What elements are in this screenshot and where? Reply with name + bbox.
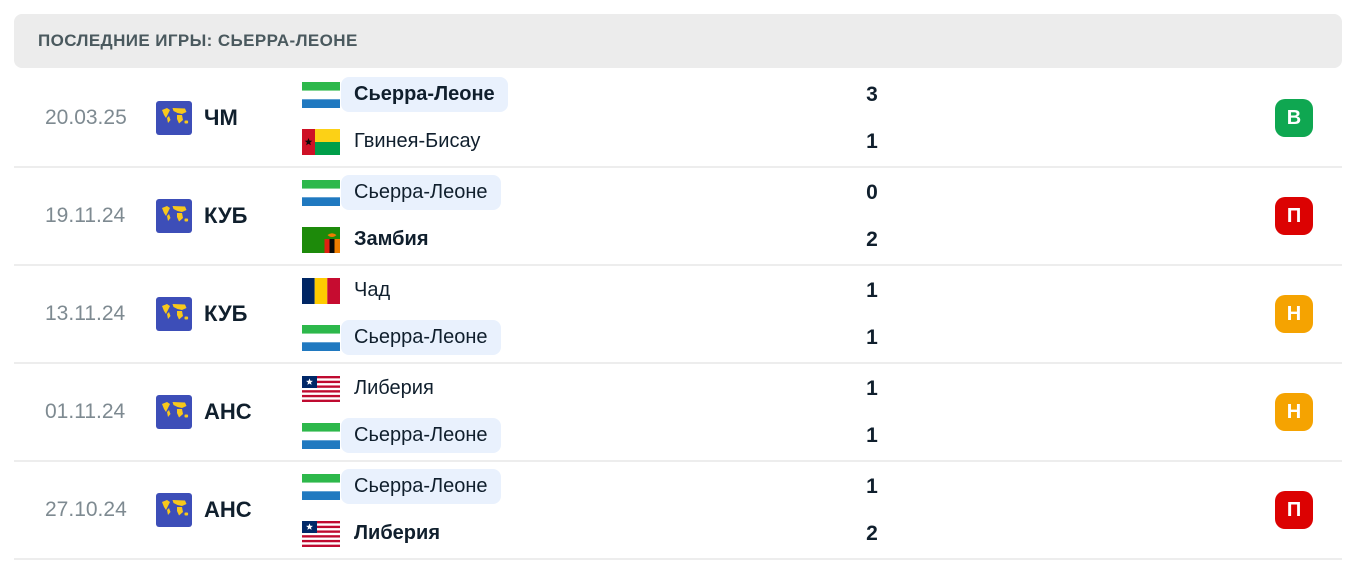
teams-cell: Сьерра-Леоне 3 Гвинея-Бисау 1	[302, 77, 892, 159]
team-name: Замбия	[354, 228, 429, 250]
match-row[interactable]: 01.11.24 АНС Либерия 1 Сьерра-Леоне 1 Н	[14, 364, 1342, 462]
team-name: Гвинея-Бисау	[354, 130, 481, 152]
chad-flag-icon	[302, 277, 340, 304]
world-map-icon	[156, 297, 192, 331]
teams-cell: Сьерра-Леоне 1 Либерия 2	[302, 469, 892, 551]
away-score: 1	[866, 423, 878, 447]
competition-cell: АНС	[156, 493, 302, 527]
competition-label: АНС	[204, 399, 252, 424]
home-score: 1	[866, 278, 878, 302]
home-score: 1	[866, 474, 878, 498]
team-name: Либерия	[354, 522, 440, 544]
away-team-line: Гвинея-Бисау 1	[302, 125, 892, 159]
sierra-leone-flag-icon	[302, 324, 340, 351]
team-name: Сьерра-Леоне	[341, 469, 501, 504]
result-badge: П	[1275, 197, 1313, 235]
competition-cell: ЧМ	[156, 101, 302, 135]
team-name: Чад	[354, 279, 391, 301]
zambia-flag-icon	[302, 226, 340, 253]
result-badge-cell: В	[1275, 99, 1313, 137]
home-team-line: Либерия 1	[302, 372, 892, 406]
last-games-widget: ПОСЛЕДНИЕ ИГРЫ: СЬЕРРА-ЛЕОНЕ 20.03.25 ЧМ…	[14, 14, 1342, 560]
match-row[interactable]: 20.03.25 ЧМ Сьерра-Леоне 3 Гвинея-Бисау …	[14, 70, 1342, 168]
team-name: Сьерра-Леоне	[341, 77, 508, 112]
home-score: 1	[866, 376, 878, 400]
competition-cell: КУБ	[156, 199, 302, 233]
result-badge-cell: Н	[1275, 295, 1313, 333]
competition-cell: АНС	[156, 395, 302, 429]
result-badge-cell: Н	[1275, 393, 1313, 431]
result-badge: Н	[1275, 393, 1313, 431]
world-map-icon	[156, 199, 192, 233]
guinea-bissau-flag-icon	[302, 128, 340, 155]
result-badge: П	[1275, 491, 1313, 529]
competition-cell: КУБ	[156, 297, 302, 331]
away-score: 2	[866, 521, 878, 545]
away-score: 1	[866, 325, 878, 349]
home-score: 0	[866, 180, 878, 204]
home-team-line: Чад 1	[302, 274, 892, 308]
teams-cell: Либерия 1 Сьерра-Леоне 1	[302, 372, 892, 453]
home-team-line: Сьерра-Леоне 0	[302, 175, 892, 210]
match-row[interactable]: 19.11.24 КУБ Сьерра-Леоне 0 Замбия 2 П	[14, 168, 1342, 266]
world-map-icon	[156, 395, 192, 429]
match-list: 20.03.25 ЧМ Сьерра-Леоне 3 Гвинея-Бисау …	[14, 70, 1342, 560]
result-badge-cell: П	[1275, 197, 1313, 235]
liberia-flag-icon	[302, 520, 340, 547]
team-name: Сьерра-Леоне	[341, 418, 501, 453]
away-team-line: Либерия 2	[302, 517, 892, 551]
result-badge: Н	[1275, 295, 1313, 333]
competition-label: ЧМ	[204, 105, 238, 130]
match-date: 19.11.24	[45, 204, 126, 227]
away-team-line: Замбия 2	[302, 223, 892, 257]
teams-cell: Сьерра-Леоне 0 Замбия 2	[302, 175, 892, 257]
match-date: 20.03.25	[45, 106, 127, 129]
home-score: 3	[866, 82, 878, 106]
match-date: 27.10.24	[45, 498, 127, 521]
sierra-leone-flag-icon	[302, 473, 340, 500]
away-team-line: Сьерра-Леоне 1	[302, 320, 892, 355]
competition-label: АНС	[204, 497, 252, 522]
competition-label: КУБ	[204, 203, 248, 228]
home-team-line: Сьерра-Леоне 1	[302, 469, 892, 504]
team-name: Сьерра-Леоне	[341, 320, 501, 355]
result-badge-cell: П	[1275, 491, 1313, 529]
sierra-leone-flag-icon	[302, 179, 340, 206]
home-team-line: Сьерра-Леоне 3	[302, 77, 892, 112]
match-date: 01.11.24	[45, 400, 126, 423]
match-row[interactable]: 13.11.24 КУБ Чад 1 Сьерра-Леоне 1 Н	[14, 266, 1342, 364]
widget-title: ПОСЛЕДНИЕ ИГРЫ: СЬЕРРА-ЛЕОНЕ	[38, 31, 358, 50]
world-map-icon	[156, 493, 192, 527]
liberia-flag-icon	[302, 375, 340, 402]
away-score: 2	[866, 227, 878, 251]
competition-label: КУБ	[204, 301, 248, 326]
sierra-leone-flag-icon	[302, 81, 340, 108]
sierra-leone-flag-icon	[302, 422, 340, 449]
away-team-line: Сьерра-Леоне 1	[302, 418, 892, 453]
match-row[interactable]: 27.10.24 АНС Сьерра-Леоне 1 Либерия 2 П	[14, 462, 1342, 560]
away-score: 1	[866, 129, 878, 153]
team-name: Сьерра-Леоне	[341, 175, 501, 210]
match-date: 13.11.24	[45, 302, 126, 325]
world-map-icon	[156, 101, 192, 135]
teams-cell: Чад 1 Сьерра-Леоне 1	[302, 274, 892, 355]
widget-header: ПОСЛЕДНИЕ ИГРЫ: СЬЕРРА-ЛЕОНЕ	[14, 14, 1342, 68]
team-name: Либерия	[354, 377, 434, 399]
result-badge: В	[1275, 99, 1313, 137]
